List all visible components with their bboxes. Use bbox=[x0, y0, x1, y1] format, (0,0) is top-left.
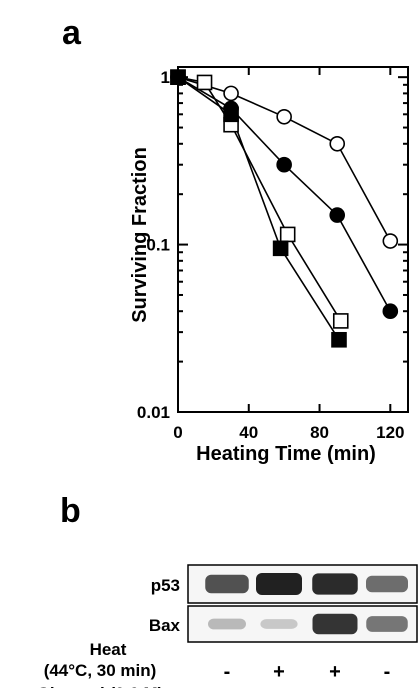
condition-heat-detail: (44°C, 30 min) bbox=[44, 661, 157, 680]
x-tick-label: 120 bbox=[376, 423, 404, 442]
blot-band bbox=[312, 573, 358, 595]
panel-a-letter: a bbox=[62, 14, 82, 52]
blot-band bbox=[208, 618, 246, 630]
data-point-open-square bbox=[332, 313, 349, 329]
blot-band bbox=[260, 619, 298, 629]
data-point-filled-circle bbox=[382, 303, 399, 320]
condition-sign: - bbox=[276, 683, 283, 688]
x-tick-label: 0 bbox=[173, 423, 182, 442]
data-point-open-square bbox=[196, 74, 213, 91]
data-point-open-circle bbox=[382, 233, 399, 249]
data-point-open-square bbox=[279, 226, 296, 243]
condition-heat-label: Heat bbox=[90, 640, 127, 659]
condition-table: Heat(44°C, 30 min)-++-Glycerol (0.6 M)--… bbox=[37, 640, 393, 688]
condition-sign: + bbox=[381, 683, 393, 688]
x-tick-label: 80 bbox=[310, 423, 329, 442]
condition-sign: + bbox=[329, 683, 341, 688]
blot-band bbox=[205, 574, 249, 594]
survival-plot: 0 40 80 120 1 0.1 0.01 bbox=[137, 66, 409, 442]
series-line-filled-square bbox=[177, 76, 340, 341]
data-point-filled-circle bbox=[276, 156, 292, 173]
data-point-open-circle bbox=[223, 85, 239, 102]
data-point-filled-square bbox=[272, 240, 289, 257]
plot-frame bbox=[177, 66, 409, 413]
x-axis-title: Heating Time (min) bbox=[196, 443, 376, 465]
data-point-filled-square bbox=[223, 106, 239, 123]
blot-band bbox=[312, 613, 358, 635]
condition-glycerol-label: Glycerol (0.6 M) bbox=[37, 684, 164, 688]
series-markers bbox=[170, 69, 399, 348]
y-tick-label: 1 bbox=[161, 68, 170, 87]
data-point-open-circle bbox=[329, 135, 346, 152]
data-point-filled-circle bbox=[329, 207, 346, 223]
axis-ticks: 0 40 80 120 1 0.1 0.01 bbox=[137, 67, 408, 442]
data-point-open-circle bbox=[276, 108, 292, 125]
condition-sign: - bbox=[224, 661, 231, 683]
condition-sign: + bbox=[329, 661, 341, 683]
y-tick-label: 0.1 bbox=[146, 236, 170, 255]
data-point-filled-square bbox=[331, 331, 347, 348]
data-point-filled-square bbox=[170, 69, 186, 85]
condition-sign: + bbox=[273, 661, 285, 683]
condition-sign: - bbox=[224, 683, 231, 688]
x-tick-label: 40 bbox=[239, 423, 258, 442]
band-label-p53: p53 bbox=[151, 576, 180, 595]
condition-sign: - bbox=[384, 661, 391, 683]
blot-band bbox=[256, 573, 302, 595]
series-line-open-square bbox=[177, 76, 342, 322]
band-label-bax: Bax bbox=[149, 616, 181, 635]
blot-band bbox=[366, 575, 408, 593]
blot-band bbox=[366, 616, 408, 632]
western-blot: p53 Bax bbox=[149, 564, 418, 643]
panel-b-letter: b bbox=[60, 492, 81, 530]
y-tick-label: 0.01 bbox=[137, 403, 170, 422]
y-axis-title: Surviving Fraction bbox=[129, 147, 151, 323]
